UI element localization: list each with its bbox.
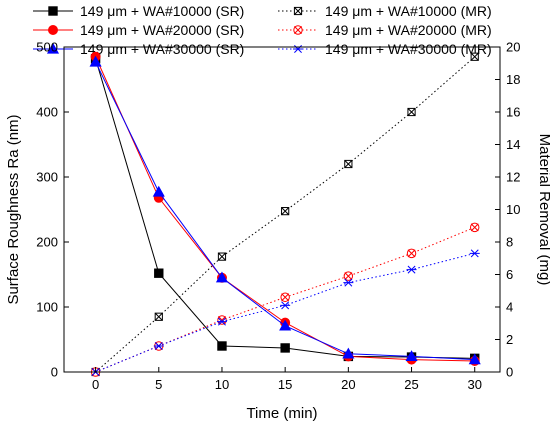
- data-point: [344, 159, 353, 169]
- legend-item: 149 μm + WA#10000 (MR): [278, 3, 492, 19]
- legend-label: 149 μm + WA#30000 (MR): [325, 41, 492, 57]
- legend: 149 μm + WA#10000 (SR) 149 μm + WA#10000 …: [33, 3, 492, 57]
- x-tick-label: 25: [404, 377, 418, 392]
- data-point: [280, 301, 291, 310]
- legend-marker: [293, 6, 303, 16]
- data-point: [216, 317, 227, 326]
- y-right-tick-label: 6: [506, 267, 513, 282]
- y-right-tick-label: 20: [506, 40, 520, 55]
- data-point: [152, 185, 165, 197]
- y-axis-right-title: Material Removal (mg): [536, 134, 550, 286]
- x-tick-label: 0: [92, 377, 99, 392]
- data-point: [281, 207, 290, 216]
- legend-marker: [48, 25, 58, 35]
- legend-marker: [48, 6, 58, 16]
- legend-marker: [46, 42, 60, 54]
- y-right-tick-label: 2: [506, 332, 513, 347]
- data-point: [217, 341, 227, 351]
- data-point: [154, 312, 163, 321]
- y-right-tick-label: 4: [506, 300, 513, 315]
- legend-label: 149 μm + WA#10000 (SR): [80, 3, 244, 19]
- data-point: [342, 347, 355, 359]
- data-point: [470, 222, 480, 233]
- y-left-tick-label: 400: [36, 105, 58, 120]
- x-tick-label: 30: [467, 377, 481, 392]
- data-point: [405, 350, 418, 362]
- y-right-tick-label: 18: [506, 72, 520, 87]
- data-point: [280, 343, 290, 353]
- y-left-tick-label: 500: [36, 40, 58, 55]
- x-tick-label: 20: [341, 377, 355, 392]
- legend-label: 149 μm + WA#30000 (SR): [80, 41, 244, 57]
- data-point: [343, 271, 354, 281]
- y-axis-left-title: Surface Roughness Ra (nm): [5, 114, 22, 304]
- legend-item: 149 μm + WA#30000 (SR): [33, 41, 244, 57]
- data-point: [89, 55, 102, 67]
- y-right-tick-label: 8: [506, 235, 513, 250]
- data-point: [406, 265, 417, 274]
- y-left-tick-label: 100: [36, 300, 58, 315]
- x-tick-label: 15: [278, 377, 292, 392]
- legend-label: 149 μm + WA#10000 (MR): [325, 3, 492, 19]
- data-point: [406, 248, 417, 259]
- legend-item: 149 μm + WA#10000 (SR): [33, 3, 244, 19]
- data-point: [217, 252, 227, 261]
- data-point: [343, 278, 354, 287]
- y-right-tick-label: 14: [506, 137, 520, 152]
- y-right-tick-label: 12: [506, 170, 520, 185]
- legend-label: 149 μm + WA#20000 (MR): [325, 22, 492, 38]
- x-tick-label: 5: [155, 377, 162, 392]
- data-point: [468, 353, 481, 365]
- legend-item: 149 μm + WA#20000 (SR): [33, 22, 244, 38]
- data-point: [280, 292, 290, 302]
- legend-item: 149 μm + WA#20000 (MR): [278, 22, 492, 38]
- data-point: [469, 249, 480, 258]
- legend-label: 149 μm + WA#20000 (SR): [80, 22, 244, 38]
- series-4: [90, 222, 480, 377]
- data-point: [279, 319, 292, 331]
- y-left-tick-label: 300: [36, 170, 58, 185]
- y-right-tick-label: 16: [506, 105, 520, 120]
- axes-layer: 0 5 10 15 20 25 300100200300400500024681012141…: [36, 40, 520, 393]
- series-layer: [89, 51, 481, 377]
- data-point: [215, 271, 229, 283]
- y-right-tick-label: 10: [506, 202, 520, 217]
- legend-marker: [293, 45, 303, 53]
- data-point: [470, 52, 479, 61]
- x-axis-title: Time (min): [246, 405, 317, 422]
- x-tick-label: 10: [215, 377, 229, 392]
- y-left-tick-label: 0: [51, 365, 58, 380]
- y-left-tick-label: 200: [36, 235, 58, 250]
- data-point: [153, 342, 164, 350]
- legend-item: 149 μm + WA#30000 (MR): [278, 41, 492, 57]
- series-6: [90, 249, 480, 376]
- data-point: [154, 268, 164, 278]
- series-line: [95, 252, 475, 373]
- y-right-tick-label: 0: [506, 365, 513, 380]
- data-point: [407, 107, 416, 117]
- series-2: [91, 52, 479, 377]
- legend-marker: [293, 25, 303, 35]
- series-5: [89, 55, 481, 365]
